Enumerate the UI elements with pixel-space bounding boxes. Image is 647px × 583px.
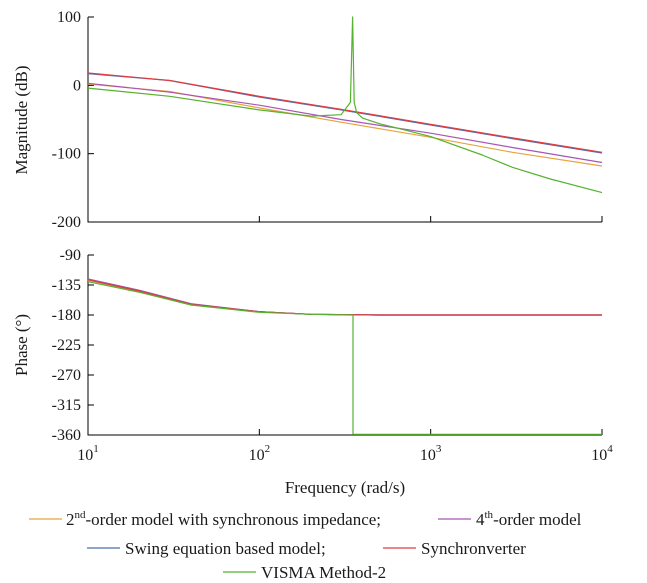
phase-y-tick-label: -270 — [52, 367, 81, 384]
phase-y-tick-label: -90 — [60, 247, 81, 264]
x-tick-label: 104 — [591, 443, 613, 464]
legend-orange-text: -order model with synchronous impedance; — [86, 510, 382, 529]
magnitude-y-tick-label: -100 — [52, 146, 81, 163]
phase-y-tick-label: -180 — [52, 307, 81, 324]
phase-y-axis-label: Phase (°) — [12, 314, 31, 376]
x-tick-label: 102 — [249, 443, 271, 464]
phase-series-red — [87, 279, 602, 316]
phase-y-tick-label: -315 — [52, 397, 81, 414]
phase-y-ticks: -90 -135 -180 -225 -270 -315 -360 — [52, 247, 94, 444]
phase-axes-frame — [87, 255, 602, 436]
magnitude-series-green — [87, 16, 603, 194]
legend-entry-purple: 4th-order model — [476, 509, 582, 529]
legend-purple-number: 4 — [476, 510, 485, 529]
magnitude-x-ticks — [87, 216, 603, 222]
legend-entry-orange: 2nd-order model with synchronous impedan… — [66, 509, 381, 529]
x-tick-label: 101 — [77, 443, 99, 464]
phase-y-tick-label: -135 — [52, 277, 81, 294]
legend-orange-superscript: nd — [75, 509, 87, 521]
magnitude-series-red — [87, 72, 603, 153]
legend-entry-blue: Swing equation based model; — [125, 539, 326, 558]
legend-entry-red: Synchronverter — [421, 539, 526, 558]
magnitude-panel: 100 0 -100 -200 Magnitude (dB) — [12, 9, 603, 231]
legend-purple-text: -order model — [493, 510, 582, 529]
magnitude-y-ticks: 100 0 -100 -200 — [52, 9, 94, 231]
phase-series — [87, 278, 602, 435]
legend-purple-superscript: th — [485, 509, 494, 521]
magnitude-y-tick-label: -200 — [52, 214, 81, 231]
phase-y-tick-label: -225 — [52, 337, 81, 354]
x-tick-label: 103 — [420, 443, 442, 464]
legend-orange-number: 2 — [66, 510, 75, 529]
phase-series-green — [87, 281, 602, 435]
legend-entry-green: VISMA Method-2 — [261, 563, 386, 582]
magnitude-series-blue — [87, 73, 603, 154]
phase-panel: -90 -135 -180 -225 -270 -315 -360 101 102 103 104… — [12, 247, 613, 497]
magnitude-y-axis-label: Magnitude (dB) — [12, 65, 31, 174]
magnitude-y-tick-label: 100 — [57, 9, 81, 26]
magnitude-y-tick-label: 0 — [73, 77, 81, 94]
frequency-x-axis-label: Frequency (rad/s) — [285, 478, 405, 497]
phase-y-tick-label: -360 — [52, 427, 81, 444]
magnitude-series — [87, 16, 603, 194]
legend: 2nd-order model with synchronous impedan… — [29, 509, 582, 582]
magnitude-series-purple — [87, 82, 603, 164]
phase-x-ticks: 101 102 103 104 — [77, 429, 613, 464]
magnitude-series-orange — [87, 83, 603, 167]
